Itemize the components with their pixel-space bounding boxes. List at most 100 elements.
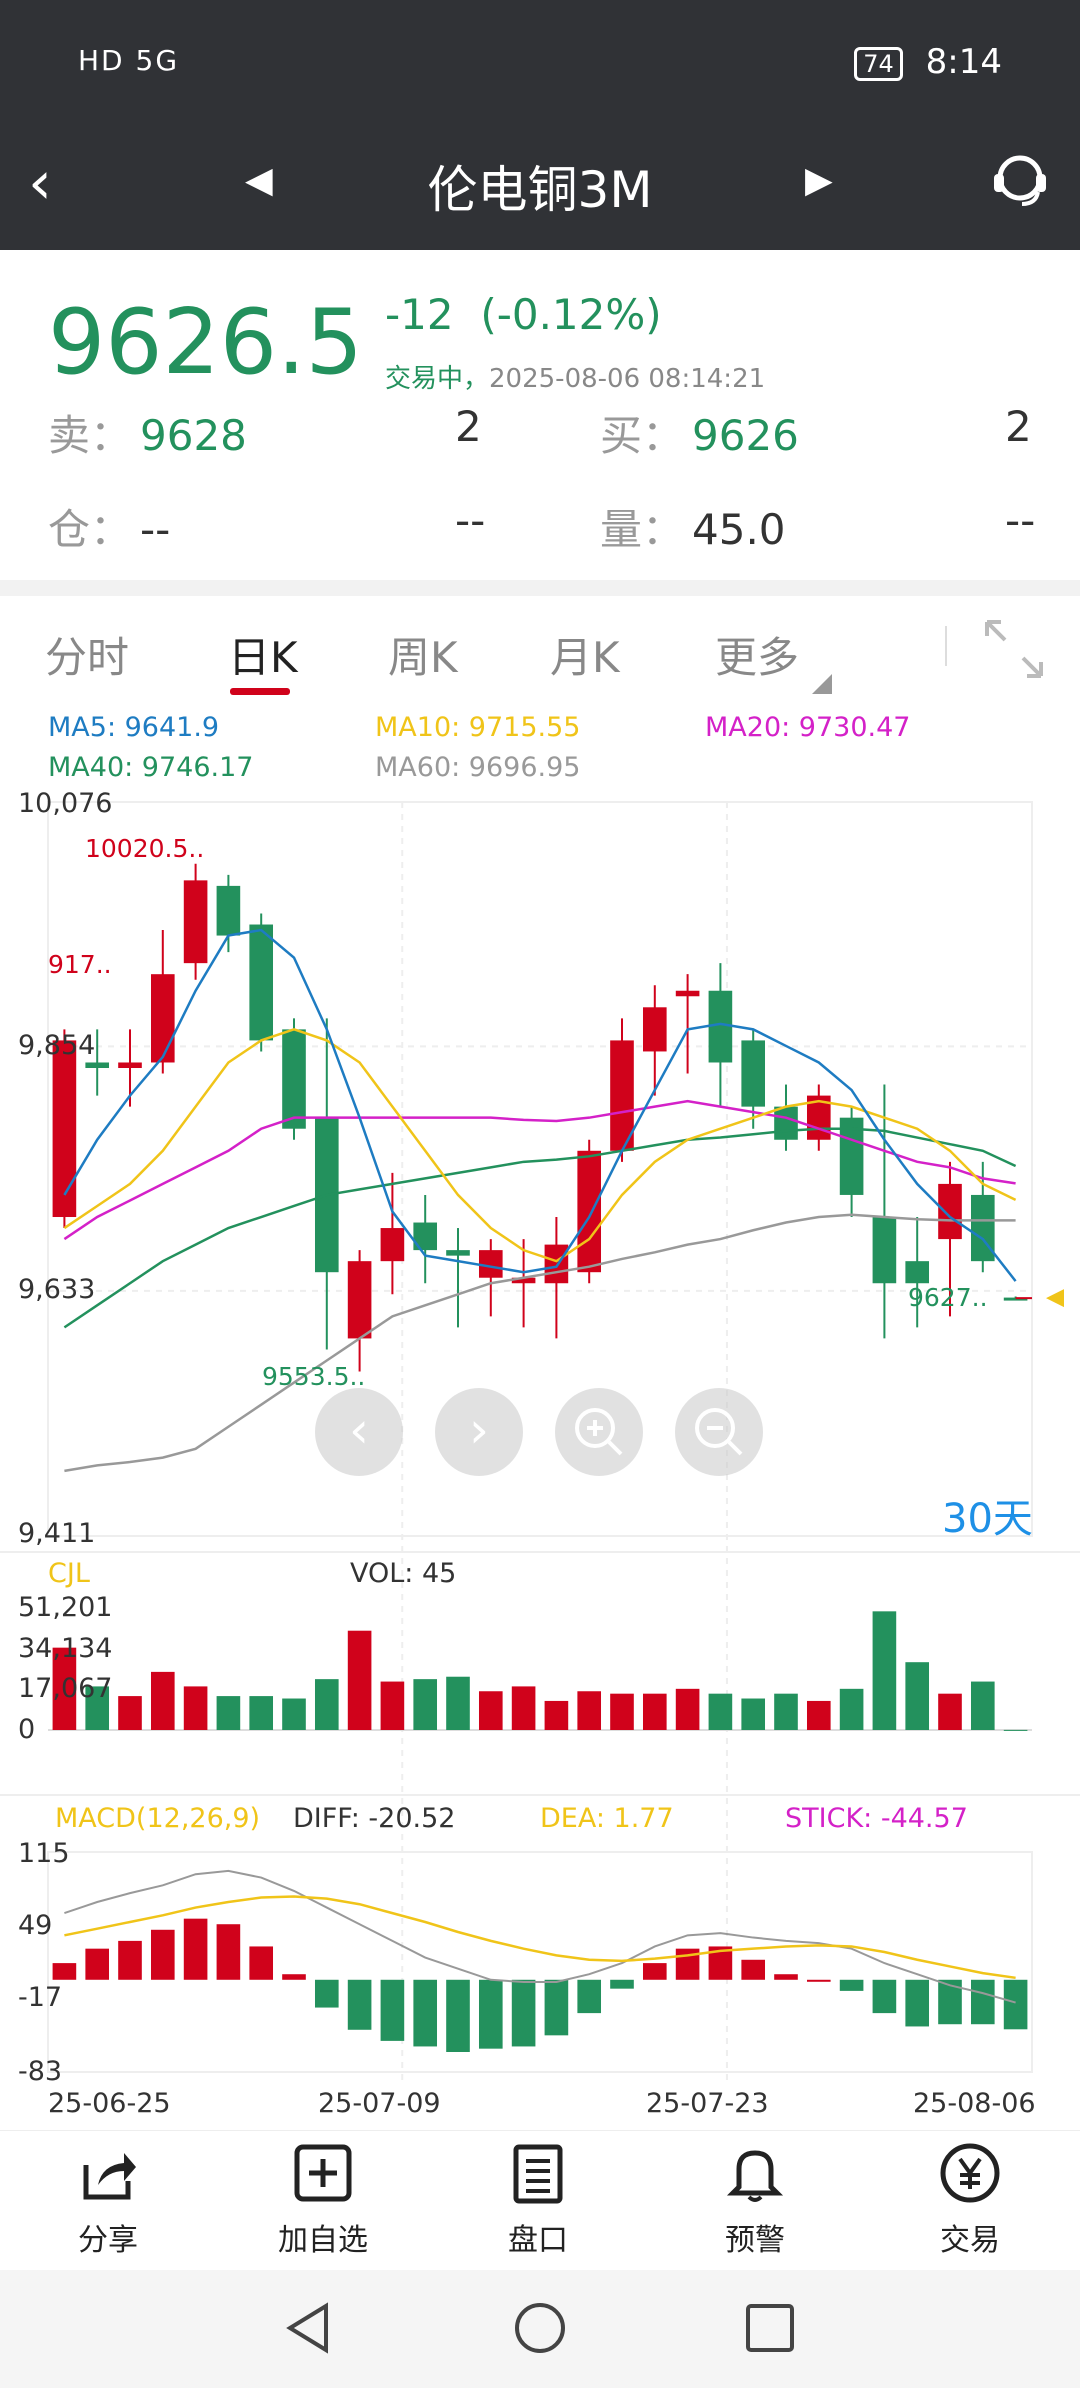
bell-icon bbox=[726, 2150, 784, 2202]
trade-label: 交易 bbox=[940, 2223, 1000, 2258]
macd-y-2: 49 bbox=[18, 1910, 53, 1941]
volume-bar bbox=[1003, 1729, 1028, 1731]
low-annotation: 9553.5.. bbox=[262, 1362, 366, 1391]
battery-icon: 74 bbox=[854, 46, 903, 81]
zoom-out-button[interactable] bbox=[675, 1388, 763, 1476]
y-axis-mid-low: 9,633 bbox=[18, 1274, 96, 1305]
buy-row: 买： 9626 bbox=[600, 411, 799, 460]
y-axis-bottom: 9,411 bbox=[18, 1518, 96, 1549]
volume-bar bbox=[183, 1686, 208, 1730]
macd-stick bbox=[52, 1963, 77, 1980]
macd-stick bbox=[413, 1979, 438, 2047]
macd-stick bbox=[216, 1924, 241, 1980]
zoom-in-button[interactable] bbox=[555, 1388, 643, 1476]
volume-bar bbox=[511, 1686, 536, 1730]
top-nav: ‹ ◀ 伦电铜3M ▶ bbox=[0, 130, 1080, 250]
candle bbox=[774, 1106, 798, 1140]
candle bbox=[380, 1228, 405, 1262]
tab-underline bbox=[230, 688, 290, 695]
fullscreen-icon[interactable] bbox=[983, 618, 1045, 680]
macd-stick bbox=[872, 1979, 897, 2014]
macd-stick bbox=[347, 1979, 372, 2030]
vol-y-top: 51,201 bbox=[18, 1592, 113, 1623]
dea-line bbox=[64, 1895, 1016, 1980]
vol-label: VOL: 45 bbox=[350, 1558, 457, 1589]
macd-stick bbox=[938, 1979, 962, 2025]
macd-y-bottom: -83 bbox=[18, 2056, 63, 2087]
system-back-icon[interactable] bbox=[280, 2300, 336, 2356]
candle bbox=[446, 1250, 470, 1256]
chart-frame bbox=[47, 801, 1033, 1537]
trade-button[interactable]: 交易 bbox=[900, 2141, 1040, 2259]
divider bbox=[0, 580, 1080, 596]
volume-bar bbox=[938, 1693, 962, 1730]
volume-bar bbox=[839, 1688, 864, 1730]
candle bbox=[741, 1040, 766, 1107]
vol-y-bottom: 0 bbox=[18, 1714, 36, 1745]
candle bbox=[478, 1250, 503, 1278]
candle bbox=[905, 1261, 930, 1284]
volume-bar bbox=[446, 1676, 470, 1730]
customer-service-icon[interactable] bbox=[988, 148, 1052, 212]
candle bbox=[413, 1222, 438, 1251]
volume-bar bbox=[708, 1693, 733, 1730]
volume-bar bbox=[675, 1688, 700, 1730]
candle bbox=[577, 1150, 602, 1273]
share-icon bbox=[83, 2153, 136, 2200]
alert-button[interactable]: 预警 bbox=[685, 2141, 825, 2259]
tab-separator bbox=[945, 626, 947, 666]
page-title: 伦电铜3M bbox=[427, 161, 653, 219]
volume-bar bbox=[905, 1662, 930, 1730]
volume-bar bbox=[577, 1691, 602, 1730]
ma5-line bbox=[63, 928, 1017, 1282]
macd-stick bbox=[610, 1979, 634, 1989]
last-annotation: 9627.. bbox=[908, 1283, 988, 1312]
cjl-label: CJL bbox=[48, 1558, 90, 1589]
volume-bar bbox=[806, 1700, 831, 1730]
macd-stick bbox=[970, 1979, 995, 2025]
tab-more[interactable]: 更多 bbox=[715, 633, 800, 682]
add-watchlist-label: 加自选 bbox=[278, 2223, 368, 2258]
tab-monthly-k[interactable]: 月K bbox=[550, 633, 620, 682]
back-icon[interactable]: ‹ bbox=[28, 148, 52, 218]
order-book-button[interactable]: 盘口 bbox=[468, 2141, 608, 2259]
volume-bar bbox=[52, 1647, 77, 1730]
macd-label: MACD(12,26,9) bbox=[55, 1803, 261, 1834]
macd-stick bbox=[741, 1959, 766, 1980]
system-home-icon[interactable] bbox=[512, 2300, 568, 2356]
candle bbox=[642, 1007, 667, 1052]
macd-stick bbox=[380, 1979, 405, 2041]
macd-stick bbox=[774, 1974, 798, 1980]
candle bbox=[150, 974, 175, 1063]
candle bbox=[938, 1183, 962, 1240]
macd-y-3: -17 bbox=[18, 1982, 63, 2013]
tab-intraday[interactable]: 分时 bbox=[45, 633, 130, 682]
tab-weekly-k[interactable]: 周K bbox=[388, 633, 458, 682]
period-tabs: 分时 日K 周K 月K 更多 bbox=[0, 596, 1080, 696]
x-axis-label: 25-08-06 bbox=[913, 2088, 1036, 2119]
volume-bar bbox=[544, 1700, 569, 1730]
prev-contract-icon[interactable]: ◀ bbox=[245, 160, 273, 201]
chart-right-button[interactable]: › bbox=[435, 1388, 523, 1476]
zoom-out-icon bbox=[695, 1408, 743, 1456]
vol-y-3: 17,067 bbox=[18, 1673, 113, 1704]
ma60-label: MA60: 9696.95 bbox=[375, 752, 581, 783]
volume-bar bbox=[118, 1696, 142, 1730]
period-label[interactable]: 30天 bbox=[942, 1496, 1033, 1542]
ma60-line bbox=[64, 1213, 1016, 1473]
share-button[interactable]: 分享 bbox=[38, 2141, 178, 2259]
macd-stick bbox=[249, 1946, 274, 1980]
macd-stick bbox=[446, 1979, 470, 2052]
add-watchlist-button[interactable]: 加自选 bbox=[253, 2141, 393, 2259]
system-recents-icon[interactable] bbox=[742, 2300, 798, 2356]
candle bbox=[708, 990, 733, 1063]
next-contract-icon[interactable]: ▶ bbox=[805, 160, 833, 201]
tab-daily-k[interactable]: 日K bbox=[228, 633, 298, 682]
candle bbox=[183, 880, 208, 964]
kline-chart[interactable] bbox=[0, 0, 1080, 2130]
ma10-line bbox=[63, 1028, 1017, 1263]
list-icon bbox=[513, 2144, 563, 2204]
chart-left-button[interactable]: ‹ bbox=[315, 1388, 403, 1476]
last-price: 9626.5 bbox=[48, 290, 363, 395]
ma20-label: MA20: 9730.47 bbox=[705, 712, 911, 743]
